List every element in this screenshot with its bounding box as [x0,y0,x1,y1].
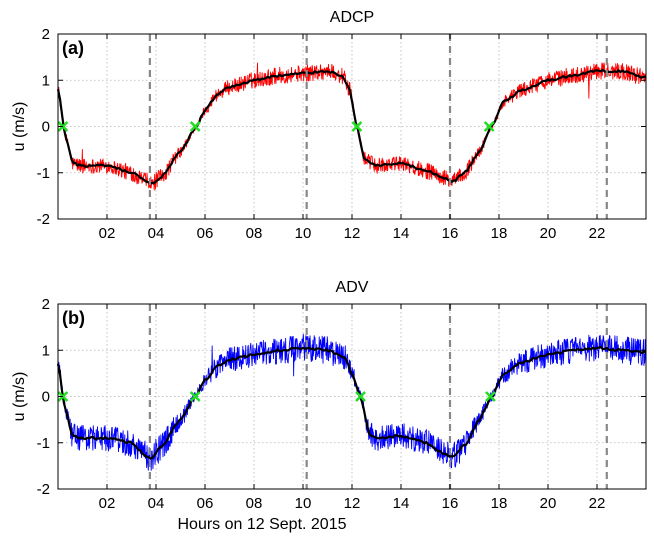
y-tick-label: 0 [42,389,50,406]
zero-crossing-marker [351,121,363,132]
zero-crossing-marker [189,391,201,402]
y-tick-label: 1 [42,342,50,359]
y-tick-label: 1 [42,72,50,89]
x-tick-label: 22 [589,225,606,242]
x-tick-label: 08 [246,495,263,512]
x-tick-label: 22 [589,495,606,512]
raw-velocity-trace [57,333,647,471]
zero-crossing-marker [355,391,366,402]
x-tick-label: 20 [540,495,557,512]
panel-label: (b) [62,308,85,328]
x-tick-label: 02 [99,495,116,512]
y-axis-label: u (m/s) [11,372,28,422]
x-tick-label: 10 [295,495,312,512]
y-tick-label: -1 [37,165,50,182]
x-tick-label: 10 [295,225,312,242]
y-tick-label: 2 [42,296,50,313]
x-tick-label: 14 [393,225,410,242]
x-tick-label: 04 [148,225,165,242]
x-tick-label: 12 [344,225,361,242]
zero-crossing-marker [189,121,201,132]
mean-velocity-trace [56,68,647,185]
x-tick-label: 16 [442,225,459,242]
y-tick-label: -1 [37,435,50,452]
y-tick-label: -2 [37,481,50,498]
y-tick-label: 2 [42,26,50,43]
panel-title: ADCP [330,9,374,26]
x-tick-label: 14 [393,495,410,512]
y-tick-label: 0 [42,119,50,136]
x-tick-label: 12 [344,495,361,512]
zero-crossing-marker [483,121,495,132]
x-tick-label: 04 [148,495,165,512]
x-tick-label: 02 [99,225,116,242]
x-tick-label: 20 [540,225,557,242]
x-tick-label: 08 [246,225,263,242]
x-tick-label: 18 [491,225,508,242]
panel-title: ADV [336,279,369,296]
x-tick-label: 16 [442,495,459,512]
x-tick-label: 06 [197,495,214,512]
mean-velocity-trace [56,345,647,460]
x-tick-label: 18 [491,495,508,512]
x-axis-label: Hours on 12 Sept. 2015 [177,516,346,533]
y-axis-label: u (m/s) [11,102,28,152]
zero-crossing-marker [485,391,496,402]
panel-label: (a) [62,38,84,58]
x-tick-label: 06 [197,225,214,242]
y-tick-label: -2 [37,211,50,228]
